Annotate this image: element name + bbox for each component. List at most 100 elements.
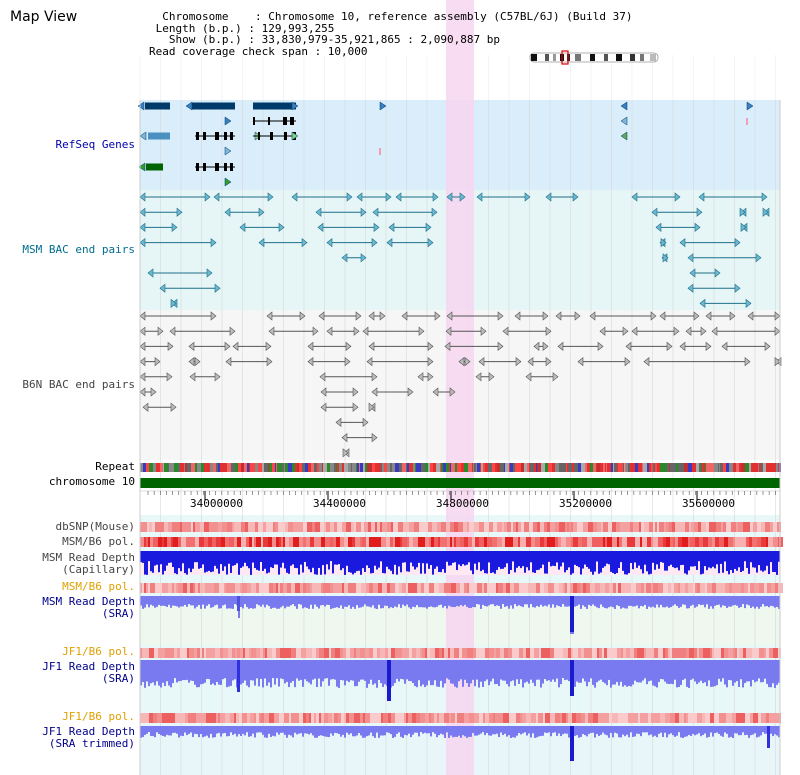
repeat-segment [457,463,461,472]
msm-sra-depth-bar [672,596,674,606]
jf1-sra-depth-bar [380,660,382,684]
bac-end-marker [446,311,453,321]
jf1-sra-depth-bar [600,660,602,680]
msm-b6-pol-sra-heat-cell [653,583,658,593]
jf1-sra-depth-bar [488,660,490,686]
msm-b6-pol-sra-label[interactable]: MSM/B6 pol. [62,580,135,593]
jf1-b6-pol-heat-cell [237,648,240,658]
msm-b6-pol-sra-heat-cell [634,583,636,593]
dbsnp-heat-cell [380,522,382,532]
msm-sra-depth-bar [252,596,254,609]
jf1-b6-pol-heat-cell [360,648,363,658]
msm-b6-pol-heat-cell [728,537,733,547]
msm-sra-depth-bar [242,596,244,609]
repeat-segment [530,463,534,472]
jf1-b6-pol-trim-heat-cell [236,713,239,723]
refseq-genes-label[interactable]: RefSeq Genes [55,138,135,151]
jf1-trimmed-depth-bar [588,726,590,734]
msm-sra-depth-bar [182,596,184,607]
jf1-b6-pol-heat-cell [448,648,450,658]
depth-spike [570,660,574,696]
jf1-b6-pol-trim-heat-cell [291,713,295,723]
jf1-trimmed-depth-bar [264,726,266,738]
repeat-segment [317,463,319,472]
bac-end-marker [497,311,504,321]
msm-b6-pol-heat-cell [508,537,513,547]
dbsnp-heat-cell [675,522,680,532]
gene-exon [284,132,287,140]
msm-b6-pol-sra-heat-cell [190,583,193,593]
capillary-depth-bar [582,551,584,569]
msm-b6-pol-sra-heat-cell [532,583,536,593]
jf1-sra-depth-bar [332,660,334,680]
msm-sra-depth-label[interactable]: MSM Read Depth (SRA) [42,595,135,620]
dbsnp-heat-cell [628,522,630,532]
jf1-trimmed-depth-bar [306,726,308,734]
msm-b6-pol-heat-cell [299,537,303,547]
jf1-trimmed-depth-bar [728,726,730,738]
bac-end-marker [204,192,211,202]
jf1-trimmed-depth-bar [764,726,766,734]
jf1-sra-depth-bar [632,660,634,685]
msm-b6-pol-heat-cell [690,537,695,547]
bac-end-marker [373,222,380,233]
msm-b6-pol-sra-heat-cell [269,583,273,593]
bac-end-marker [154,356,161,367]
gene-exon [230,163,233,171]
jf1-sra-depth-bar [416,660,418,688]
jf1-b6-pol-trim-heat-cell [736,713,741,723]
msm-b6-pol-sra-heat-cell [446,583,451,593]
jf1-b6-pol-trim-heat-cell [568,713,572,723]
msm-sra-depth-bar [516,596,518,607]
capillary-depth-bar [480,551,482,572]
jf1-b6-pol-trim-heat-cell [646,713,648,723]
jf1-sra-depth-bar [732,660,734,686]
msm-b6-pol-heat-cell [306,537,310,547]
msm-b6-pol-heat-cell [695,537,699,547]
jf1-b6-pol-trim-heat-cell [618,713,623,723]
msm-sra-depth-bar [770,596,772,606]
jf1-sra-depth-bar [218,660,220,685]
repeat-segment [638,463,642,472]
msm-sra-depth-bar [632,596,634,607]
jf1-sra-depth-label[interactable]: JF1 Read Depth (SRA) [42,660,135,685]
repeat-segment [227,463,229,472]
jf1-sra-depth-bar [436,660,438,687]
capillary-depth-bar [642,551,644,574]
b6n-bac-label[interactable]: B6N BAC end pairs [22,378,135,391]
msm-bac-label[interactable]: MSM BAC end pairs [22,243,135,256]
capillary-depth-bar [260,551,262,562]
msm-capillary-depth-label[interactable]: MSM Read Depth (Capillary) [42,551,135,576]
dbsnp-label[interactable]: dbSNP(Mouse) [55,520,135,533]
jf1-trimmed-depth-label[interactable]: JF1 Read Depth (SRA trimmed) [42,725,135,750]
msm-sra-depth-bar [720,596,722,608]
jf1-b6-pol-heat-cell [621,648,623,658]
jf1-trimmed-depth-bar [156,726,158,733]
capillary-depth-bar [632,551,634,570]
ideogram-band [604,54,608,61]
dbsnp-heat-cell [273,522,275,532]
msm-sra-depth-bar [660,596,662,605]
gene-exon [215,132,219,140]
msm-b6-pol-sra-heat-cell [519,583,524,593]
capillary-depth-bar [282,551,284,563]
jf1-b6-pol-heat-cell [343,648,346,658]
jf1-sra-depth-bar [500,660,502,680]
dbsnp-heat-cell [356,522,361,532]
msm-b6-pol-heat-cell [442,537,445,547]
msm-sra-depth-bar [272,596,274,608]
jf1-b6-pol-trim-label[interactable]: JF1/B6 pol. [62,710,135,723]
capillary-depth-bar [748,551,750,574]
repeat-segment [241,463,242,472]
msm-b6-pol-label[interactable]: MSM/B6 pol. [62,535,135,548]
jf1-b6-pol-heat-cell [766,648,769,658]
msm-b6-pol-heat-cell [148,537,150,547]
msm-b6-pol-heat-cell [513,537,518,547]
jf1-sra-depth-bar [424,660,426,688]
repeat-segment [572,463,574,472]
jf1-b6-pol-label[interactable]: JF1/B6 pol. [62,645,135,658]
msm-b6-pol-heat-cell [598,537,603,547]
msm-b6-pol-heat-cell [566,537,569,547]
jf1-sra-depth-bar [656,660,658,688]
